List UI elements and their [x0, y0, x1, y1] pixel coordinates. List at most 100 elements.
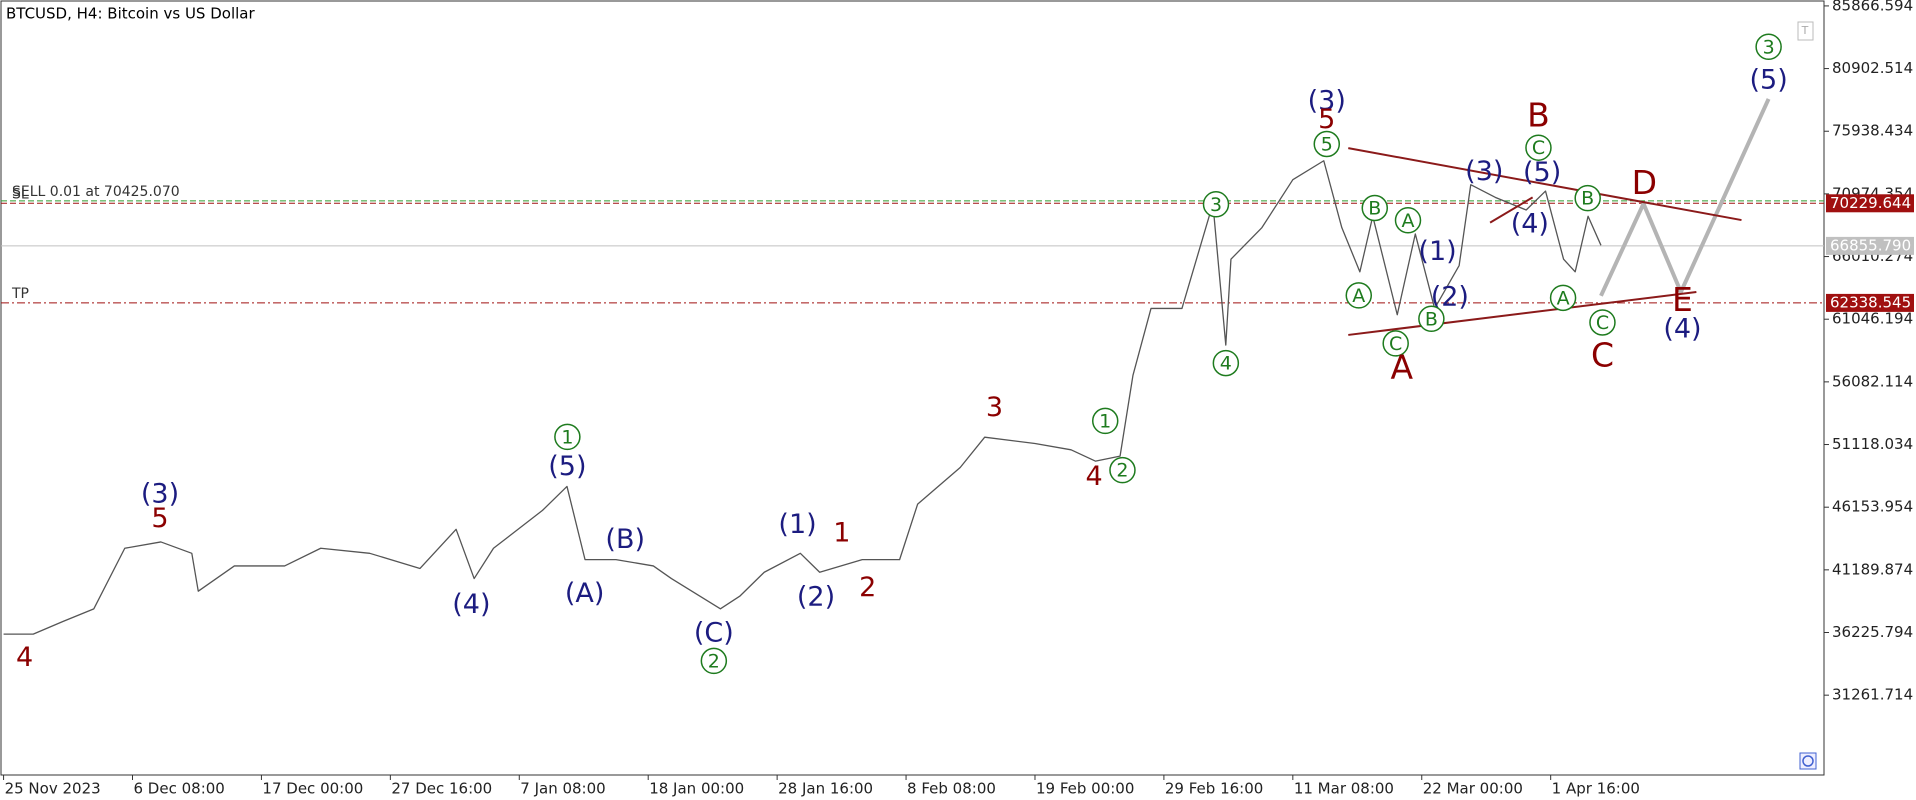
wave-circle	[1313, 130, 1341, 158]
x-tick-label: 25 Nov 2023	[5, 780, 101, 798]
wave-circle	[1109, 456, 1136, 484]
wave-circle	[1361, 194, 1389, 222]
x-tick-label: 8 Feb 08:00	[907, 780, 996, 798]
wave-circle	[1394, 207, 1422, 234]
wave-label: 4	[16, 642, 33, 673]
price-tag	[1826, 194, 1914, 213]
price-line	[3, 160, 1602, 635]
plot-frame	[0, 0, 1825, 776]
wave-label: B	[1368, 198, 1381, 220]
wave-circle	[554, 423, 581, 451]
wave-label: 2	[1116, 460, 1128, 482]
wave-label: 2	[708, 650, 720, 672]
wave-label: 4	[1086, 461, 1103, 492]
wave-circle	[700, 647, 728, 675]
projection-line	[1599, 98, 1771, 297]
wave-label: D	[1632, 163, 1657, 202]
y-tick-label: 41189.874	[1832, 560, 1913, 578]
wave-label: C	[1532, 137, 1545, 159]
wave-label: B	[1425, 308, 1438, 330]
wave-label: B	[1581, 188, 1594, 210]
wave-label: 3	[1210, 194, 1222, 216]
chart-title: BTCUSD, H4: Bitcoin vs US Dollar	[6, 5, 255, 23]
y-tick-label: 36225.794	[1832, 623, 1913, 641]
wave-label: 3	[986, 392, 1003, 423]
wave-label: (4)	[1511, 209, 1549, 240]
price-tag-label: 62338.545	[1830, 293, 1911, 311]
wave-label: (4)	[1663, 313, 1701, 344]
x-tick-label: 6 Dec 08:00	[134, 780, 225, 798]
wave-label: (3)	[1308, 86, 1346, 117]
wave-label: (5)	[1523, 157, 1561, 188]
wave-label: 1	[561, 426, 573, 448]
x-tick-label: 29 Feb 16:00	[1165, 780, 1263, 798]
wave-circle	[1589, 309, 1616, 336]
wave-label: 3	[1763, 36, 1775, 58]
wave-label: B	[1527, 95, 1550, 134]
price-tag	[1826, 236, 1914, 255]
wave-label: 2	[859, 572, 876, 603]
wave-label: 5	[1318, 104, 1335, 135]
wave-circle	[1418, 305, 1445, 333]
y-tick-label: 80902.514	[1832, 59, 1913, 77]
wave-label: A	[1352, 285, 1365, 307]
trendline	[1348, 147, 1742, 222]
wave-label: 1	[1099, 410, 1111, 432]
wave-label: C	[1591, 335, 1614, 374]
trendline	[1489, 196, 1534, 224]
wave-label: 5	[1321, 134, 1333, 156]
x-tick-label: 17 Dec 00:00	[262, 780, 363, 798]
wave-circle	[1345, 282, 1373, 309]
y-tick-label: 56082.114	[1832, 372, 1913, 390]
wave-label: (3)	[141, 478, 179, 509]
x-tick-label: 19 Feb 00:00	[1036, 780, 1134, 798]
wave-circle	[1525, 134, 1552, 161]
y-tick-label: 61046.194	[1832, 310, 1913, 328]
price-tag	[1826, 293, 1914, 312]
wave-label: A	[1557, 287, 1570, 309]
price-tag-label: 70229.644	[1830, 194, 1911, 212]
level-text: SELL 0.01 at 70425.070	[12, 184, 180, 200]
wave-label: 5	[151, 503, 168, 534]
wave-label: (A)	[565, 578, 605, 609]
wave-label: (2)	[797, 582, 835, 613]
x-tick-label: 1 Apr 16:00	[1552, 780, 1640, 798]
wave-label: E	[1672, 280, 1693, 319]
x-tick-label: 11 Mar 08:00	[1294, 780, 1394, 798]
wave-label: (5)	[548, 451, 586, 482]
trendline	[1348, 291, 1697, 336]
corner-icon-mark	[1802, 755, 1814, 767]
wave-label: C	[1389, 333, 1402, 355]
trade-icon-text: T	[1801, 24, 1809, 37]
wave-circle	[1212, 349, 1240, 377]
price-tag-label: 66855.790	[1830, 236, 1911, 254]
wave-label: (3)	[1465, 156, 1503, 187]
wave-label: (5)	[1749, 65, 1787, 96]
wave-label: A	[1391, 348, 1414, 387]
wave-label: (4)	[452, 589, 490, 620]
y-tick-label: 31261.714	[1832, 686, 1913, 704]
wave-label: (1)	[1418, 236, 1456, 267]
y-tick-label: 75938.434	[1832, 122, 1913, 140]
wave-circle	[1382, 330, 1409, 357]
wave-circle	[1574, 184, 1601, 212]
x-tick-label: 18 Jan 00:00	[649, 780, 744, 798]
wave-circle	[1755, 33, 1782, 61]
level-text: TP	[11, 286, 29, 302]
y-tick-label: 51118.034	[1832, 435, 1913, 453]
wave-label: A	[1402, 210, 1415, 232]
level-text: SL	[12, 186, 29, 202]
wave-label: (B)	[605, 524, 645, 555]
wave-circle	[1091, 407, 1119, 435]
wave-label: C	[1596, 312, 1609, 334]
y-tick-label: 85866.594	[1832, 0, 1913, 14]
x-tick-label: 22 Mar 00:00	[1423, 780, 1523, 798]
x-tick-label: 28 Jan 16:00	[778, 780, 873, 798]
x-tick-label: 7 Jan 08:00	[520, 780, 605, 798]
y-tick-label: 46153.954	[1832, 498, 1913, 516]
wave-label: 4	[1220, 353, 1232, 375]
x-tick-label: 27 Dec 16:00	[391, 780, 492, 798]
wave-circle	[1202, 191, 1230, 218]
wave-label: (1)	[778, 509, 816, 540]
